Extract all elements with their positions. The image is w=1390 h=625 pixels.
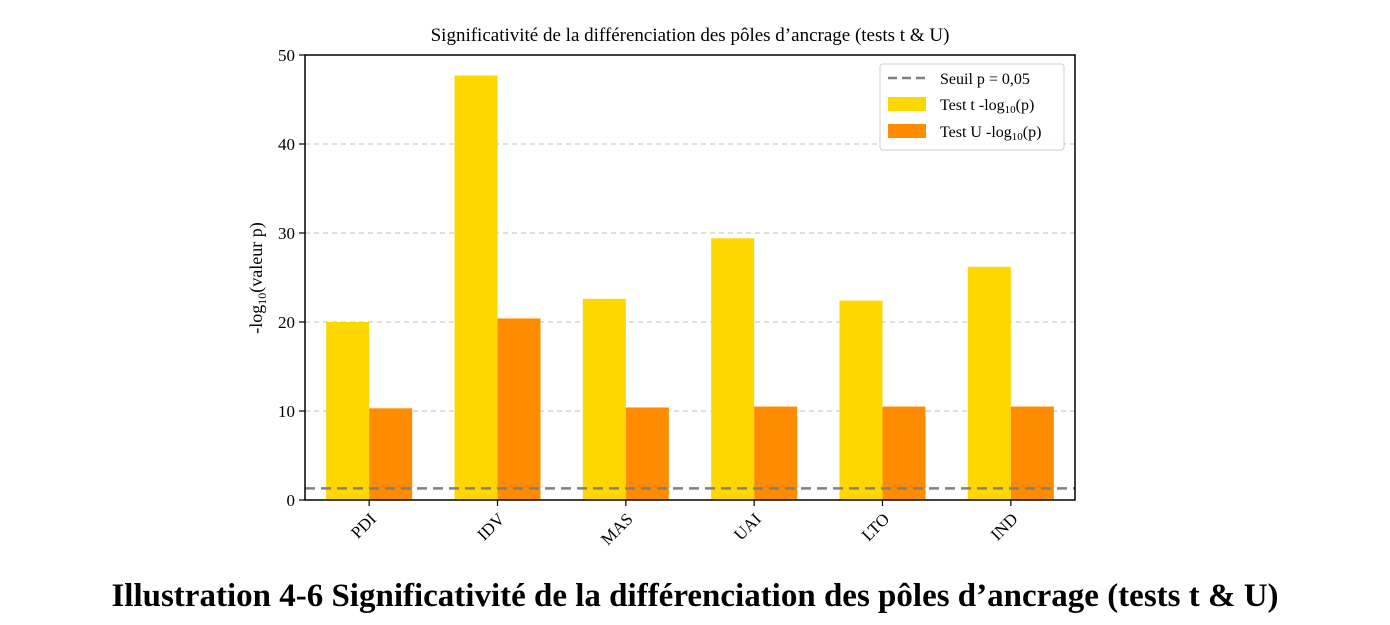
bar-chart: Significativité de la différenciation de… — [246, 25, 1076, 549]
x-tick-label: LTO — [858, 509, 893, 544]
bar-u-mas — [625, 407, 669, 500]
grid-lines — [305, 143, 1075, 412]
legend-series-t-swatch — [888, 97, 926, 111]
legend-series-u-pre: Test U -log — [940, 124, 1012, 141]
bar-u-pdi — [369, 408, 413, 500]
legend-series-t-post: (p) — [1016, 97, 1035, 114]
bar-t-idv — [454, 75, 498, 500]
bars — [326, 75, 1054, 500]
x-tick-label: IND — [987, 509, 1022, 544]
figure-caption: Illustration 4-6 Significativité de la d… — [111, 578, 1279, 614]
legend-series-t-label: Test t -log10(p) — [940, 97, 1034, 116]
legend: Seuil p = 0,05 Test t -log10(p) Test U -… — [879, 63, 1065, 151]
legend-series-u-post: (p) — [1023, 124, 1042, 141]
x-tick-label: MAS — [597, 509, 636, 548]
legend-series-u-sub: 10 — [1012, 131, 1024, 143]
bar-u-ind — [1010, 406, 1054, 500]
legend-series-t-sub: 10 — [1005, 104, 1017, 116]
y-axis: 0 10 20 30 40 50 — [278, 46, 305, 510]
bar-u-lto — [882, 406, 926, 500]
x-tick-label: IDV — [474, 509, 509, 544]
x-tick-label: UAI — [730, 509, 765, 544]
x-tick-label: PDI — [347, 509, 380, 542]
bar-u-uai — [754, 406, 798, 500]
bar-t-pdi — [326, 322, 370, 500]
y-axis-label: -log10(valeur p) — [246, 222, 269, 333]
plot-frame — [304, 54, 1076, 501]
y-tick-label: 20 — [278, 313, 295, 332]
legend-series-u-swatch — [888, 124, 926, 138]
bar-u-idv — [497, 318, 541, 500]
x-axis: PDI IDV MAS UAI LTO IND — [347, 500, 1022, 549]
bar-t-mas — [582, 298, 626, 500]
y-axis-label-post: (valeur p) — [246, 222, 267, 292]
bar-t-lto — [839, 300, 883, 500]
legend-threshold-label: Seuil p = 0,05 — [940, 71, 1030, 88]
y-tick-label: 50 — [278, 46, 295, 65]
y-tick-label: 40 — [278, 135, 295, 154]
legend-series-u-label: Test U -log10(p) — [940, 124, 1041, 143]
legend-series-t-pre: Test t -log — [940, 97, 1005, 114]
y-axis-label-sub: 10 — [255, 293, 269, 305]
y-tick-label: 0 — [287, 491, 296, 510]
bar-t-uai — [711, 238, 755, 500]
y-tick-label: 10 — [278, 402, 295, 421]
y-tick-label: 30 — [278, 224, 295, 243]
bar-t-ind — [967, 266, 1011, 500]
y-axis-label-pre: -log — [246, 305, 266, 334]
chart-title: Significativité de la différenciation de… — [431, 25, 950, 46]
